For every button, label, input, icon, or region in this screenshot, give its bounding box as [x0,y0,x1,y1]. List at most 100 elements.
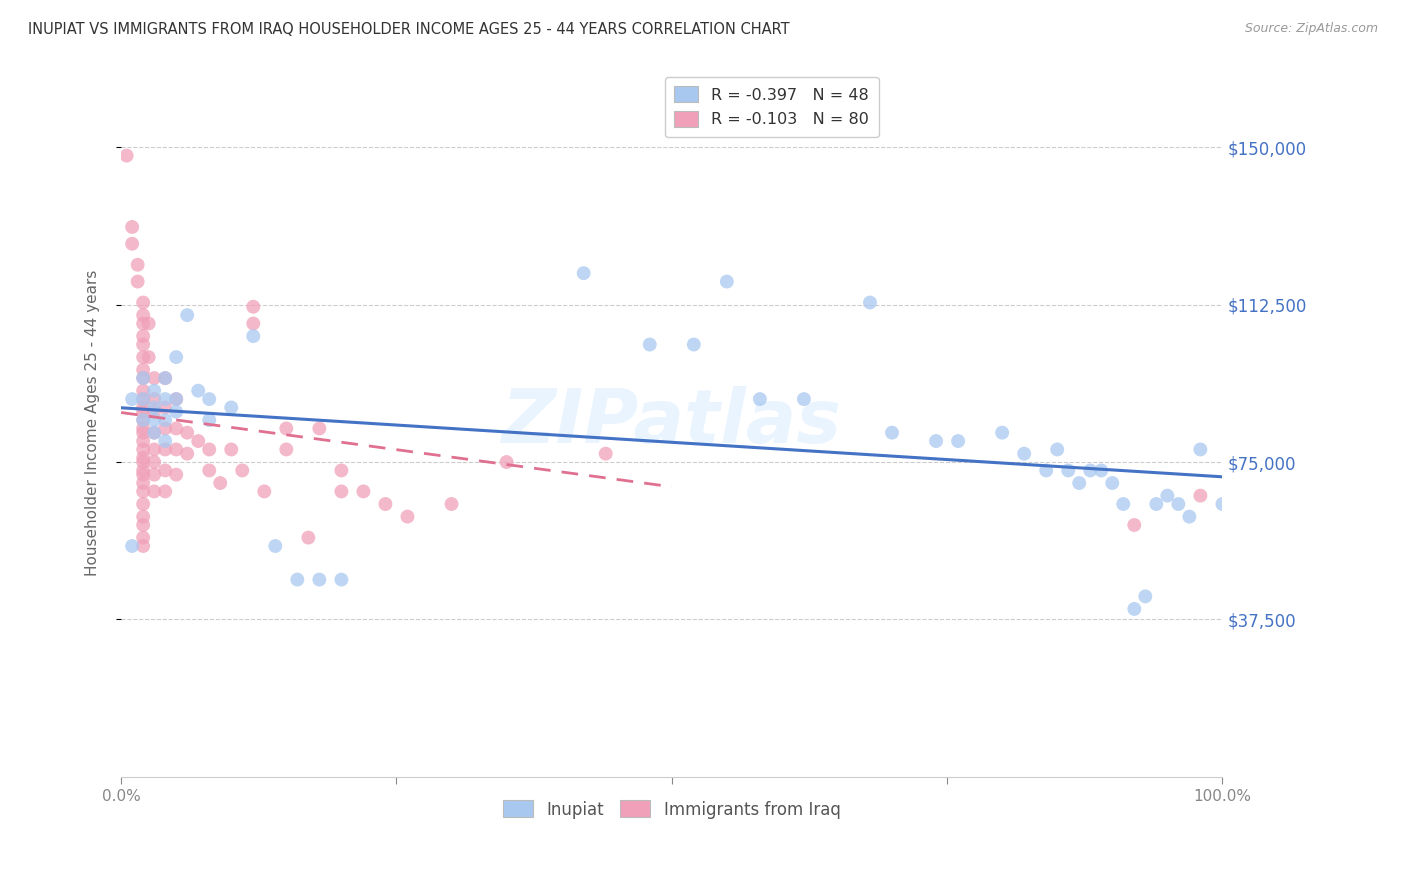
Point [132,531,155,545]
Point [143,425,166,440]
Point [132,295,155,310]
Point [396,509,419,524]
Point [143,425,166,440]
Point [595,447,617,461]
Point [1057,463,1080,477]
Point [1078,463,1101,477]
Point [132,308,155,322]
Point [132,371,155,385]
Point [132,405,155,419]
Point [121,219,143,234]
Point [132,463,155,477]
Legend: Inupiat, Immigrants from Iraq: Inupiat, Immigrants from Iraq [496,794,848,825]
Point [121,539,143,553]
Point [1069,476,1091,491]
Point [153,392,176,406]
Point [285,573,308,587]
Point [638,337,661,351]
Point [187,384,209,398]
Point [1211,497,1233,511]
Point [132,467,155,482]
Point [132,539,155,553]
Text: Source: ZipAtlas.com: Source: ZipAtlas.com [1244,22,1378,36]
Point [115,148,138,162]
Point [121,392,143,406]
Point [1167,497,1189,511]
Point [143,401,166,415]
Point [143,405,166,419]
Point [572,266,595,280]
Point [308,421,330,435]
Y-axis label: Householder Income Ages 25 - 44 years: Householder Income Ages 25 - 44 years [86,269,100,576]
Text: ZIPatlas: ZIPatlas [502,386,842,459]
Point [132,401,155,415]
Point [748,392,770,406]
Point [330,573,353,587]
Point [242,329,264,343]
Point [1112,497,1135,511]
Point [330,463,353,477]
Point [176,447,198,461]
Point [374,497,396,511]
Point [352,484,374,499]
Point [165,442,187,457]
Point [242,317,264,331]
Point [143,442,166,457]
Point [925,434,948,448]
Point [165,405,187,419]
Point [132,476,155,491]
Point [132,455,155,469]
Point [132,317,155,331]
Point [1090,463,1112,477]
Point [297,531,319,545]
Point [132,434,155,448]
Point [132,413,155,427]
Point [153,421,176,435]
Point [153,484,176,499]
Point [153,371,176,385]
Point [1178,509,1201,524]
Point [1035,463,1057,477]
Point [242,300,264,314]
Point [1123,602,1146,616]
Point [198,413,221,427]
Point [153,463,176,477]
Point [276,421,298,435]
Point [793,392,815,406]
Point [132,509,155,524]
Point [716,275,738,289]
Point [132,392,155,406]
Point [253,484,276,499]
Point [143,384,166,398]
Point [132,413,155,427]
Point [132,518,155,533]
Point [165,392,187,406]
Point [859,295,882,310]
Point [198,442,221,457]
Point [153,371,176,385]
Point [1135,590,1157,604]
Point [1046,442,1069,457]
Point [176,425,198,440]
Point [132,450,155,465]
Point [132,442,155,457]
Point [153,401,176,415]
Point [127,275,149,289]
Point [165,421,187,435]
Point [308,573,330,587]
Point [219,401,242,415]
Point [176,308,198,322]
Point [682,337,704,351]
Point [132,425,155,440]
Point [121,236,143,251]
Point [198,463,221,477]
Point [132,392,155,406]
Point [132,329,155,343]
Point [132,371,155,385]
Point [165,392,187,406]
Point [153,413,176,427]
Point [219,442,242,457]
Point [132,384,155,398]
Point [143,413,166,427]
Point [153,442,176,457]
